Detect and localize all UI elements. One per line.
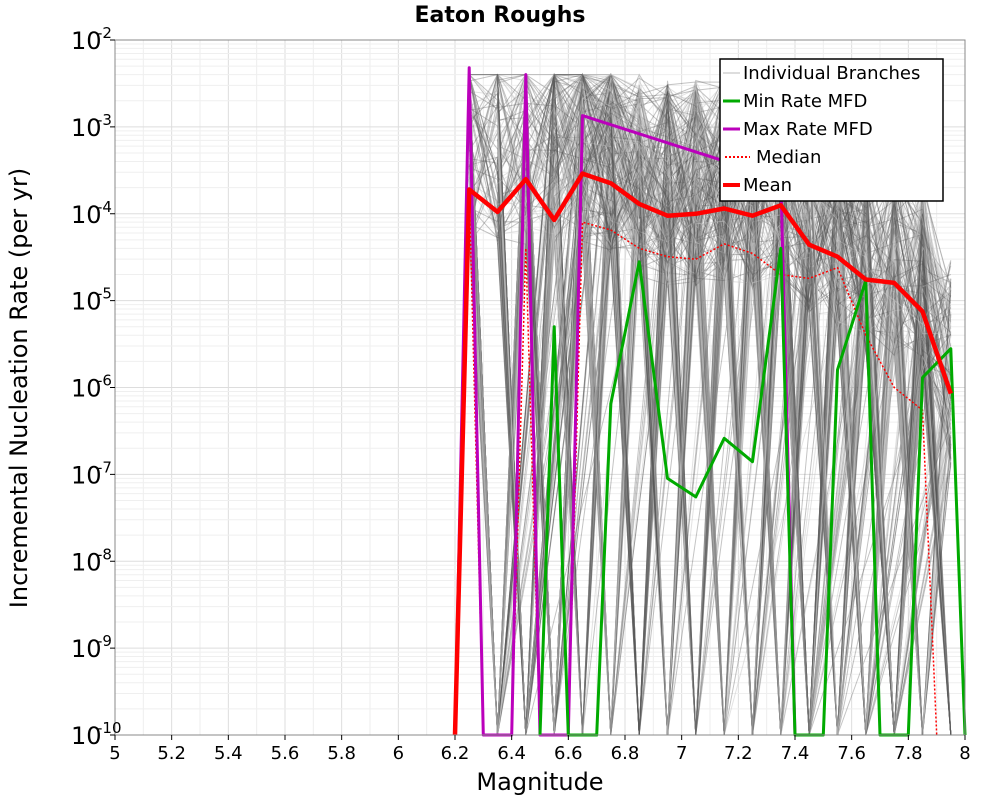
y-tick-exponent: -8 [97,545,112,563]
branch-line [497,74,952,736]
branch-line [497,91,895,736]
y-tick-label: 10 [71,461,102,489]
x-tick-label: 8 [959,743,970,764]
branch-line [468,85,952,736]
chart-title: Eaton Roughs [414,3,585,28]
legend-label: Min Rate MFD [743,91,867,112]
series-median [454,188,938,736]
x-axis-ticks: 5 5.2 5.4 5.6 5.8 6 6.2 6.4 6.6 6.8 7 7.2 7.4 7.6 7.8 8 [109,735,971,764]
x-tick-label: 5 [109,743,120,764]
branch-line [553,73,952,736]
series-max-rate-mfd [453,66,797,737]
y-tick-exponent: -4 [97,198,112,216]
branch-line [497,73,952,736]
x-tick-label: 7.6 [837,743,866,764]
y-tick-exponent: -2 [97,24,112,42]
branch-line [468,74,952,736]
branch-line [553,93,952,736]
branch-line [497,82,952,736]
x-tick-label: 7 [676,743,687,764]
x-axis-label: Magnitude [476,768,603,796]
y-tick-exponent: -6 [97,372,112,390]
x-tick-label: 5.8 [327,743,356,764]
x-tick-label: 7.2 [724,743,753,764]
x-tick-label: 6.2 [441,743,470,764]
x-tick-label: 6.4 [497,743,526,764]
branch-line [468,101,952,736]
y-tick-label: 10 [71,288,102,316]
y-tick-label: 10 [71,635,102,663]
branch-line [468,73,952,736]
branch-line [497,85,952,736]
branch-line [497,74,951,736]
branch-line [468,74,952,736]
branch-line [497,105,952,736]
y-tick-label: 10 [71,722,102,750]
x-tick-label: 6.6 [554,743,583,764]
legend: Individual Branches Min Rate MFD Max Rate … [719,58,944,202]
y-tick-exponent: -10 [97,719,122,737]
x-tick-label: 7.4 [781,743,810,764]
legend-box [719,58,944,202]
legend-label: Median [756,147,821,168]
y-tick-exponent: -9 [97,632,112,650]
y-tick-exponent: -3 [97,111,112,129]
x-tick-label: 5.4 [214,743,243,764]
y-tick-label: 10 [71,201,102,229]
x-tick-label: 5.6 [271,743,300,764]
series-mean [452,171,953,736]
legend-label: Individual Branches [743,63,920,84]
y-tick-label: 10 [71,375,102,403]
branch-line [497,88,952,736]
y-tick-label: 10 [71,114,102,142]
x-tick-label: 6.8 [611,743,640,764]
branch-line [468,74,895,736]
y-tick-exponent: -5 [97,285,112,303]
x-tick-label: 7.8 [894,743,923,764]
y-tick-label: 10 [71,27,102,55]
x-tick-label: 5.2 [157,743,186,764]
y-axis-label: Incremental Nucleation Rate (per yr) [5,168,33,608]
x-tick-label: 6 [393,743,404,764]
y-tick-exponent: -7 [97,458,112,476]
y-tick-label: 10 [71,548,102,576]
legend-label: Max Rate MFD [743,119,873,140]
legend-label: Mean [743,175,792,196]
